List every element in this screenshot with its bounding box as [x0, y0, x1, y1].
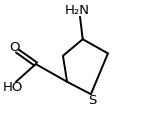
Text: S: S [88, 94, 97, 107]
Text: O: O [9, 41, 19, 54]
Text: HO: HO [3, 81, 23, 94]
Text: H₂N: H₂N [65, 4, 90, 17]
